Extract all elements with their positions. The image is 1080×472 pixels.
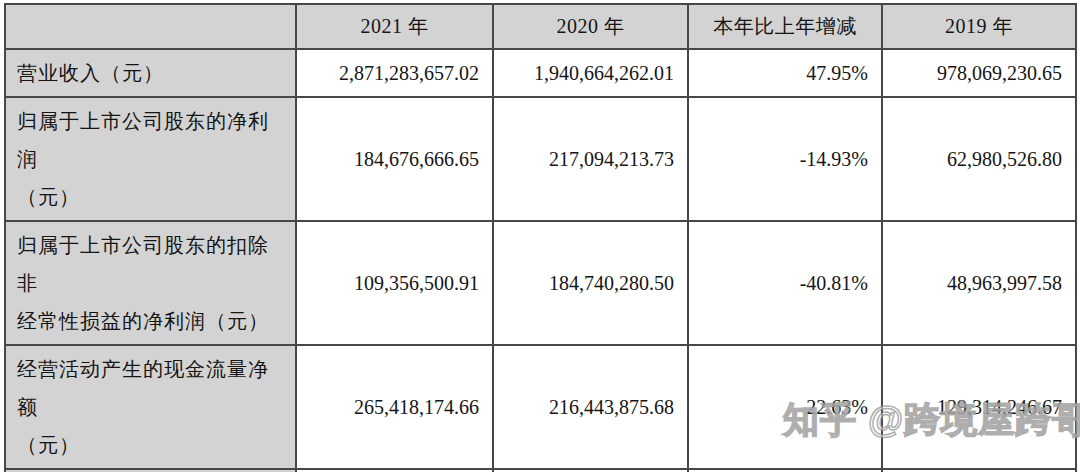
table-row-operating-cash-flow: 经营活动产生的现金流量净额 （元） 265,418,174.66 216,443… xyxy=(5,345,1076,469)
cell-yoy: -40.81% xyxy=(688,221,882,345)
header-year-2019: 2019 年 xyxy=(882,4,1076,49)
header-row: 2021 年 2020 年 本年比上年增减 2019 年 xyxy=(5,4,1076,49)
table-row-net-profit: 归属于上市公司股东的净利润 （元） 184,676,666.65 217,094… xyxy=(5,97,1076,221)
cell-2021: 109,356,500.91 xyxy=(296,221,493,345)
header-yoy-change: 本年比上年增减 xyxy=(688,4,882,49)
cell-2019: 62,980,526.80 xyxy=(882,97,1076,221)
cell-2020: 216,443,875.68 xyxy=(493,345,688,469)
row-label: 营业收入（元） xyxy=(5,49,296,97)
cell-2020: 1,940,664,262.01 xyxy=(493,49,688,97)
cell-2021: 265,418,174.66 xyxy=(296,345,493,469)
header-year-2020: 2020 年 xyxy=(493,4,688,49)
financial-summary-table: 2021 年 2020 年 本年比上年增减 2019 年 营业收入（元） 2,8… xyxy=(4,3,1077,472)
cell-2020: 184,740,280.50 xyxy=(493,221,688,345)
header-empty-cell xyxy=(5,4,296,49)
financial-table-screenshot: 2021 年 2020 年 本年比上年增减 2019 年 营业收入（元） 2,8… xyxy=(0,0,1080,472)
cell-yoy: 22.63% xyxy=(688,345,882,469)
cell-2021: 184,676,666.65 xyxy=(296,97,493,221)
cell-2019: 48,963,997.58 xyxy=(882,221,1076,345)
header-year-2021: 2021 年 xyxy=(296,4,493,49)
table-row-net-profit-excl-nonrecurring: 归属于上市公司股东的扣除非 经常性损益的净利润（元） 109,356,500.9… xyxy=(5,221,1076,345)
cell-yoy: -14.93% xyxy=(688,97,882,221)
cell-2020: 217,094,213.73 xyxy=(493,97,688,221)
row-label: 归属于上市公司股东的净利润 （元） xyxy=(5,97,296,221)
row-label: 经营活动产生的现金流量净额 （元） xyxy=(5,345,296,469)
cell-2021: 2,871,283,657.02 xyxy=(296,49,493,97)
cell-yoy: 47.95% xyxy=(688,49,882,97)
cell-2019: 129,314,246.67 xyxy=(882,345,1076,469)
cell-2019: 978,069,230.65 xyxy=(882,49,1076,97)
table-row-operating-revenue: 营业收入（元） 2,871,283,657.02 1,940,664,262.0… xyxy=(5,49,1076,97)
row-label: 归属于上市公司股东的扣除非 经常性损益的净利润（元） xyxy=(5,221,296,345)
